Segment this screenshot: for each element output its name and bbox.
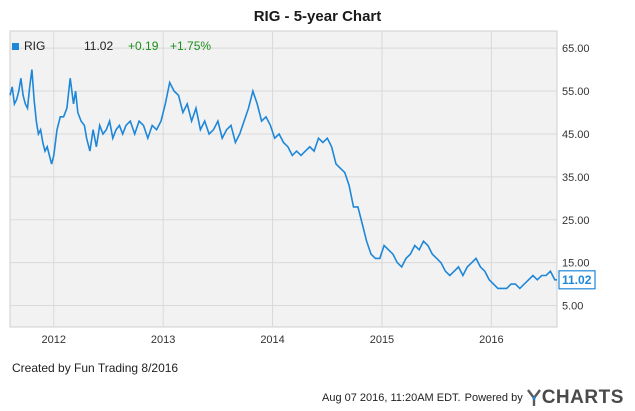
x-tick-label: 2016 xyxy=(479,334,503,346)
legend-change: +0.19 xyxy=(128,39,159,53)
grid-lines xyxy=(10,31,557,327)
legend-price: 11.02 xyxy=(84,39,114,53)
legend-change-pct: +1.75% xyxy=(170,39,212,53)
legend-symbol: RIG xyxy=(24,39,46,53)
footer-attribution: Aug 07 2016, 11:20AM EDT. Powered by CHA… xyxy=(322,387,624,409)
y-tick-label: 15.00 xyxy=(562,258,590,270)
x-tick-label: 2013 xyxy=(151,334,175,346)
x-axis: 2012 2013 2014 2015 2016 xyxy=(42,334,504,346)
y-axis: 5.00 15.00 25.00 35.00 45.00 55.00 65.00 xyxy=(562,43,590,312)
x-tick-label: 2015 xyxy=(370,334,394,346)
chart-credit: Created by Fun Trading 8/2016 xyxy=(12,361,179,375)
footer-powered-by: Powered by xyxy=(464,392,523,404)
legend: RIG 11.02 +0.19 +1.75% xyxy=(12,36,211,56)
footer-timestamp: Aug 07 2016, 11:20AM EDT. xyxy=(322,392,461,404)
last-price-box xyxy=(558,270,596,290)
y-tick-label: 25.00 xyxy=(562,215,590,227)
y-tick-label: 65.00 xyxy=(562,43,590,55)
x-tick-label: 2012 xyxy=(42,334,66,346)
y-tick-label: 55.00 xyxy=(562,86,590,98)
y-tick-label: 5.00 xyxy=(562,301,583,313)
last-price-marker: 11.02 xyxy=(558,270,596,290)
ycharts-logo-text: CHARTS xyxy=(541,387,624,408)
legend-swatch xyxy=(12,42,19,50)
y-tick-label: 45.00 xyxy=(562,129,590,141)
series-line-rig xyxy=(9,69,557,290)
y-tick-label: 35.00 xyxy=(562,172,590,184)
plot-area xyxy=(9,30,558,328)
x-tick-label: 2014 xyxy=(260,334,284,346)
last-price-label: 11.02 xyxy=(562,273,592,287)
ycharts-logo-icon xyxy=(526,389,541,406)
chart-title: RIG - 5-year Chart xyxy=(253,8,382,25)
ycharts-logo[interactable]: CHARTS xyxy=(526,387,624,409)
